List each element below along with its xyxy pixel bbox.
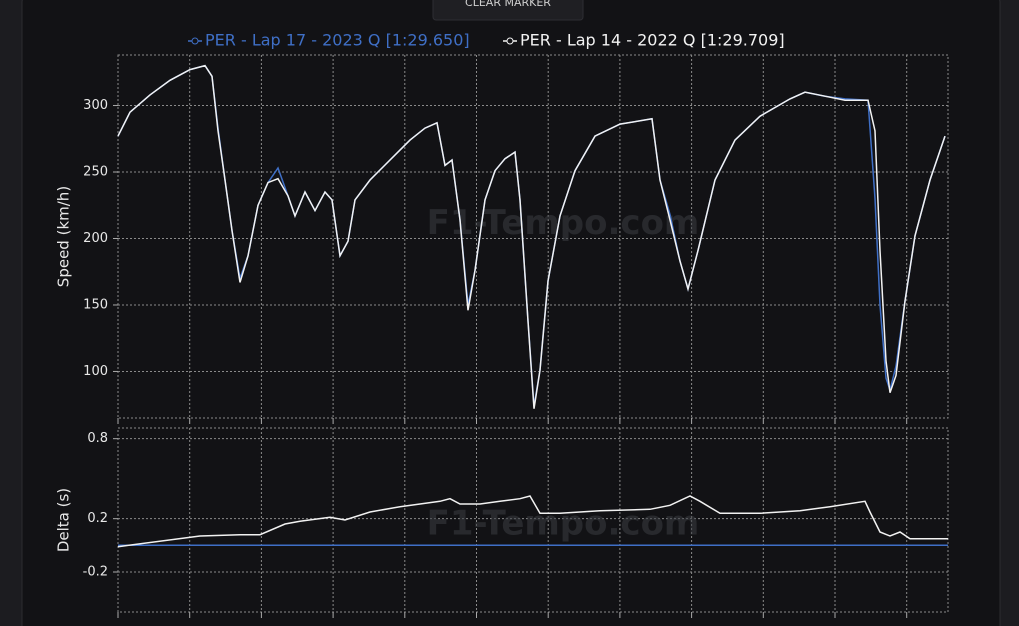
clear-marker-button[interactable] [432,0,584,21]
y-tick-label: 0.8 [87,431,108,446]
y-axis-title: Speed (km/h) [55,186,73,287]
series-line [117,64,946,409]
panel [21,0,1001,626]
y-tick-label: 250 [83,165,108,180]
y-tick-label: 300 [83,98,108,113]
y-tick-label: 200 [83,231,108,246]
legend-marker [506,37,514,45]
button-label[interactable]: CLEAR MARKER [465,0,551,9]
plot-area [117,427,949,613]
y-tick-label: 0.2 [87,511,108,526]
legend-label: PER - Lap 14 - 2022 Q [1:29.709] [520,31,785,50]
watermark: F1-Tempo.com [427,504,700,544]
y-tick-label: 150 [83,297,108,312]
watermark: F1-Tempo.com [427,203,700,243]
y-axis-title: Delta (s) [55,488,73,552]
plots: 100 150 200 250 300 Speed (km/h) F1-Tempo.com P… [55,31,949,618]
series-line [117,495,948,548]
y-tick-label: -0.2 [83,565,108,580]
legend-marker [191,37,199,45]
legend-label: PER - Lap 17 - 2023 Q [1:29.650] [205,31,470,50]
y-tick-label: 100 [83,364,108,379]
plot-area [117,54,949,419]
